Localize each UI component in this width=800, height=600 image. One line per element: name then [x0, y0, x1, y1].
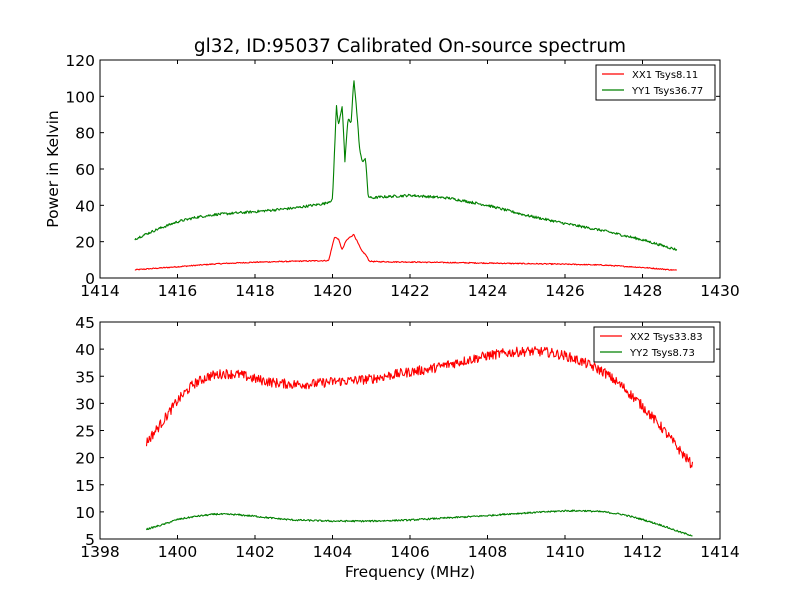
x-tick-label: 1418	[235, 282, 274, 300]
chart-title: gl32, ID:95037 Calibrated On-source spec…	[194, 36, 626, 57]
y-tick-label: 40	[75, 197, 95, 215]
x-tick-label: 1414	[700, 543, 739, 561]
x-tick-label: 1416	[158, 282, 197, 300]
y-tick-label: 30	[75, 395, 95, 413]
top-legend: XX1 Tsys8.11 YY1 Tsys36.77	[595, 64, 716, 101]
y-tick-label: 20	[75, 234, 95, 252]
y-tick-label: 80	[75, 125, 95, 143]
bottom-axes: 1398 1400 1402 1404 1406 1408 1410 1412 1414 5 10 1…	[75, 314, 739, 581]
x-tick-label: 1400	[158, 543, 197, 561]
bottom-ticks: 1398 1400 1402 1404 1406 1408 1410 1412 1414 5 10 1…	[75, 314, 739, 561]
y-tick-label: 60	[75, 161, 95, 179]
series-line-xx2	[145, 346, 694, 469]
x-tick-label: 1430	[700, 282, 739, 300]
bottom-axes-frame	[99, 321, 721, 540]
x-tick-label: 1404	[313, 543, 352, 561]
y-tick-label: 20	[75, 450, 95, 468]
x-tick-label: 1422	[390, 282, 429, 300]
x-tick-label: 1412	[623, 543, 662, 561]
top-ticks: 1414 1416 1418 1420 1422 1424 1426 1428 1430 0 20 4…	[65, 52, 739, 300]
x-tick-label: 1414	[80, 282, 119, 300]
y-tick-label: 120	[65, 52, 95, 70]
top-legend-label-xx1: XX1 Tsys8.11	[632, 70, 698, 81]
bottom-x-axis-label: Frequency (MHz)	[345, 563, 475, 581]
x-tick-label: 1424	[468, 282, 507, 300]
bottom-legend-box	[593, 326, 715, 363]
series-line-yy2	[145, 509, 693, 537]
top-legend-box	[595, 64, 716, 101]
x-tick-label: 1408	[468, 543, 507, 561]
y-tick-label: 100	[65, 88, 95, 106]
bottom-legend: XX2 Tsys33.83 YY2 Tsys8.73	[593, 326, 715, 363]
bottom-legend-label-yy2: YY2 Tsys8.73	[629, 348, 695, 359]
y-tick-label: 15	[75, 477, 95, 495]
y-tick-label: 10	[75, 504, 95, 522]
y-tick-label: 40	[75, 341, 95, 359]
x-tick-label: 1398	[80, 543, 119, 561]
x-tick-label: 1428	[623, 282, 662, 300]
x-tick-label: 1402	[235, 543, 274, 561]
x-tick-label: 1410	[545, 543, 584, 561]
x-tick-label: 1420	[313, 282, 352, 300]
top-axes-frame	[99, 59, 721, 279]
y-tick-label: 0	[85, 270, 95, 288]
bottom-series-lines	[145, 346, 694, 537]
y-tick-label: 25	[75, 423, 95, 441]
bottom-legend-label-xx2: XX2 Tsys33.83	[630, 332, 703, 343]
series-line-yy1	[134, 80, 678, 251]
x-tick-label: 1406	[390, 543, 429, 561]
x-tick-label: 1426	[545, 282, 584, 300]
y-tick-label: 35	[75, 368, 95, 386]
y-tick-label: 5	[85, 531, 95, 549]
series-line-xx1	[134, 233, 678, 271]
top-axes: 1414 1416 1418 1420 1422 1424 1426 1428 1430 0 20 4…	[44, 52, 740, 300]
y-tick-label: 45	[75, 314, 95, 332]
top-y-axis-label: Power in Kelvin	[44, 110, 62, 227]
top-series-lines	[134, 80, 678, 271]
top-legend-label-yy1: YY1 Tsys36.77	[631, 86, 703, 97]
